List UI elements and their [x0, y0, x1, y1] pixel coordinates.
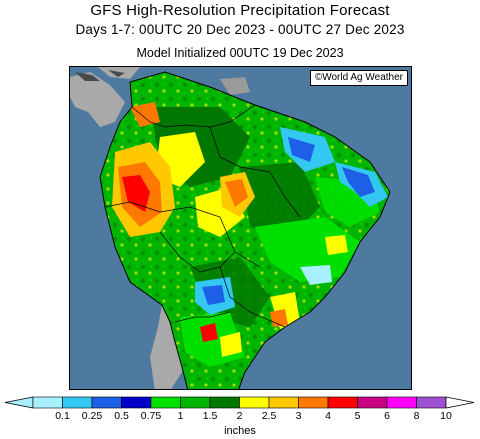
colorbar-right-tip	[445, 396, 475, 409]
model-init-time: Model Initialized 00UTC 19 Dec 2023	[136, 46, 344, 60]
colorbar-swatch	[180, 396, 211, 409]
credit-label: ©World Ag Weather	[309, 70, 408, 86]
colorbar-swatch	[32, 396, 63, 409]
colorbar-tick-label: 1	[177, 410, 184, 422]
colorbar-swatch	[386, 396, 417, 409]
forecast-period: Days 1-7: 00UTC 20 Dec 2023 - 00UTC 27 D…	[75, 22, 405, 37]
colorbar-tick-label: 1.5	[202, 410, 218, 422]
colorbar-swatch	[416, 396, 447, 409]
colorbar-left-tip	[4, 396, 34, 409]
colorbar-swatch	[62, 396, 93, 409]
map-canvas	[70, 67, 411, 389]
colorbar-swatch	[298, 396, 329, 409]
colorbar-tick-label: 2.5	[261, 410, 277, 422]
country-borders	[104, 104, 301, 328]
caribbean-islands	[75, 70, 125, 81]
colorbar-tick-label: 0.25	[81, 410, 103, 422]
colorbar-swatch	[239, 396, 270, 409]
colorbar-swatch	[150, 396, 181, 409]
map-title: GFS High-Resolution Precipitation Foreca…	[90, 2, 390, 19]
colorbar-swatch	[121, 396, 152, 409]
colorbar-tick-label: 0.75	[140, 410, 162, 422]
colorbar-tick-label: 6	[384, 410, 390, 422]
colorbar-tick-label: 4	[325, 410, 331, 422]
colorbar-tick-label: 0.1	[55, 410, 70, 422]
colorbar-tick-label: 3	[295, 410, 302, 422]
colorbar	[4, 396, 475, 409]
colorbar-swatch	[209, 396, 240, 409]
colorbar-tick-label: 8	[413, 410, 420, 422]
precipitation-map: ©World Ag Weather	[69, 66, 412, 390]
colorbar-tick-label: 2	[236, 410, 243, 422]
colorbar-swatch	[91, 396, 122, 409]
colorbar-tick-label: 10	[440, 410, 452, 422]
colorbar-units: inches	[224, 425, 256, 437]
colorbar-swatch	[268, 396, 299, 409]
colorbar-swatch	[357, 396, 388, 409]
colorbar-tick-label: 5	[354, 410, 361, 422]
colorbar-swatch	[327, 396, 358, 409]
colorbar-tick-label: 0.5	[114, 410, 129, 422]
